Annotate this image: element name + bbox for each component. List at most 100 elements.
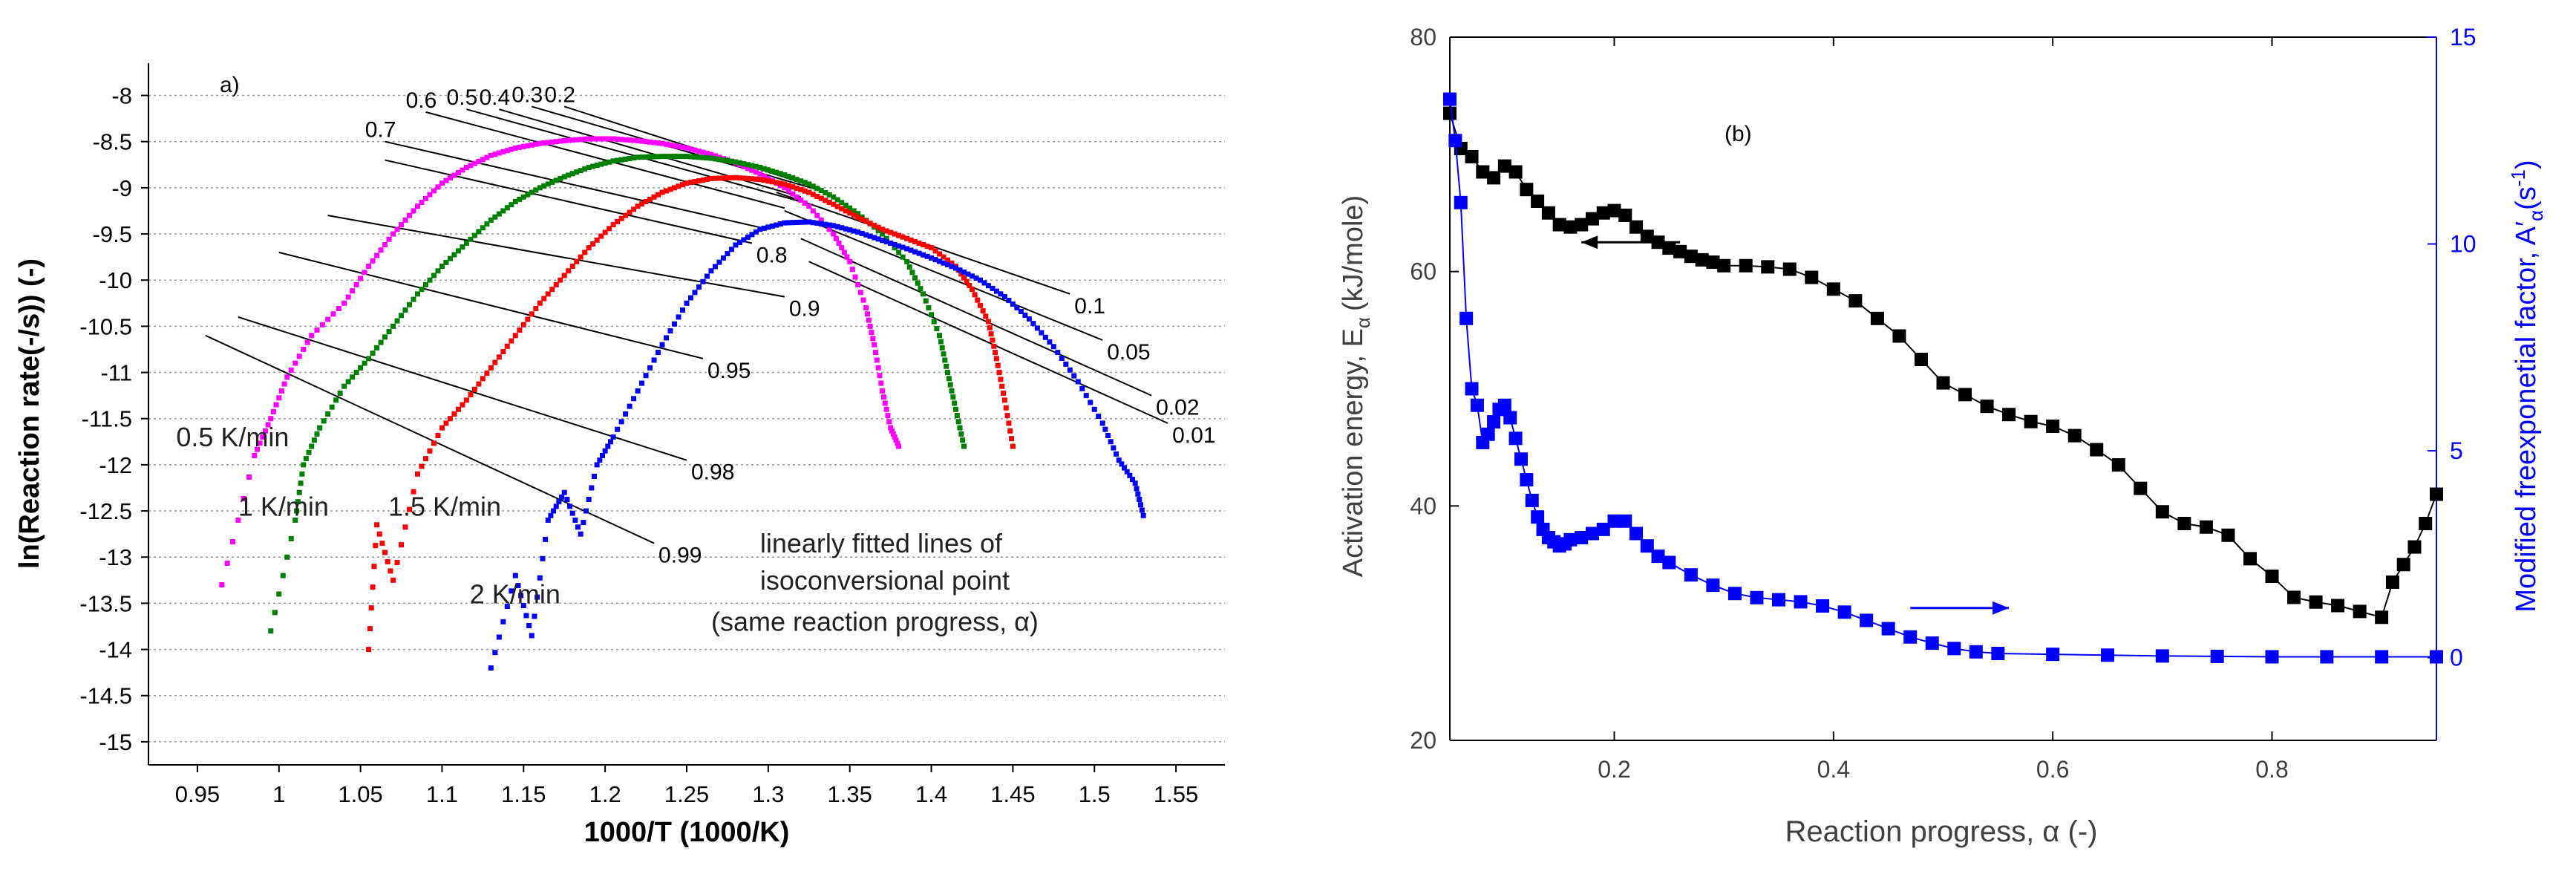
a-data-point <box>1059 355 1065 361</box>
a-data-point <box>931 319 937 325</box>
a-x-tick-label: 1.45 <box>990 781 1035 807</box>
a-data-point <box>623 212 629 218</box>
a-iso-label: 0.02 <box>1156 396 1199 420</box>
a-data-point <box>841 250 847 255</box>
b-data-point <box>2243 552 2257 566</box>
a-data-point <box>623 137 629 143</box>
a-data-point <box>904 246 910 252</box>
a-data-point <box>834 197 840 203</box>
b-data-point <box>2155 505 2169 519</box>
a-data-point <box>541 296 547 301</box>
a-data-point <box>889 428 895 434</box>
a-data-point <box>476 229 482 235</box>
a-data-point <box>382 334 388 340</box>
b-data-point <box>2177 517 2191 531</box>
a-data-point <box>260 434 266 440</box>
a-data-point <box>1079 385 1085 391</box>
a-data-point <box>439 264 445 270</box>
b-x-tick-label: 0.8 <box>2255 756 2288 783</box>
a-data-point <box>672 143 678 149</box>
b-data-point <box>1782 262 1797 276</box>
a-data-point <box>370 351 376 356</box>
a-data-point <box>276 591 282 597</box>
a-data-point <box>765 178 771 184</box>
a-data-point <box>545 181 551 187</box>
a-data-point <box>635 137 641 143</box>
a-data-point <box>860 297 866 303</box>
a-data-point <box>268 628 274 634</box>
a-data-point <box>937 333 943 339</box>
a-data-point <box>273 402 279 408</box>
a-data-point <box>578 254 583 260</box>
a-data-point <box>523 613 529 619</box>
a-data-point <box>954 413 960 419</box>
a-data-point <box>647 365 653 371</box>
b-data-point <box>1487 171 1501 185</box>
a-data-point <box>957 425 963 431</box>
a-data-point <box>651 194 657 200</box>
a-data-point <box>949 260 955 266</box>
b-data-point <box>1459 311 1474 325</box>
a-data-point <box>394 226 400 232</box>
a-data-point <box>831 231 837 237</box>
b-data-point <box>1476 165 1490 179</box>
b-data-point <box>1514 452 1528 466</box>
a-data-point <box>958 431 964 437</box>
a-data-point <box>882 400 888 406</box>
a-data-point <box>952 400 958 406</box>
a-data-point <box>415 203 420 209</box>
a-iso-line <box>808 261 1168 424</box>
a-data-point <box>541 140 547 146</box>
a-data-point <box>545 517 551 523</box>
a-data-point <box>1010 301 1016 307</box>
a-data-point <box>810 183 816 189</box>
a-data-point <box>517 196 523 202</box>
a-data-point <box>826 192 832 198</box>
a-data-point <box>725 175 730 181</box>
a-data-point <box>814 212 820 218</box>
a-data-point <box>1083 393 1089 399</box>
a-data-point <box>993 356 999 362</box>
a-data-point <box>839 200 845 206</box>
a-data-point <box>875 365 881 371</box>
a-data-point <box>855 229 861 235</box>
a-data-point <box>857 290 863 296</box>
a-data-point <box>594 163 600 169</box>
a-data-point <box>569 171 575 177</box>
a-data-point <box>468 236 474 242</box>
a-data-point <box>298 480 304 486</box>
a-data-point <box>504 604 510 610</box>
a-annotation: linearly fitted lines of <box>760 528 1003 558</box>
a-iso-line <box>205 334 655 544</box>
b-x-tick-label: 0.2 <box>1598 756 1630 783</box>
a-data-point <box>468 163 474 169</box>
a-data-point <box>1132 480 1138 486</box>
a-data-point <box>818 188 824 194</box>
a-data-point <box>488 152 494 158</box>
a-data-point <box>774 180 779 186</box>
a-data-point <box>790 220 796 226</box>
a-data-point <box>623 156 629 162</box>
b-data-point <box>2111 458 2125 472</box>
a-data-point <box>566 172 572 178</box>
a-data-point <box>610 434 616 440</box>
a-data-point <box>785 183 791 189</box>
a-data-point <box>500 619 506 625</box>
a-data-point <box>431 440 437 446</box>
a-data-point <box>488 365 494 371</box>
a-data-point <box>831 223 837 229</box>
a-data-point <box>618 419 624 425</box>
a-data-point <box>874 357 880 363</box>
a-data-point <box>980 308 986 314</box>
a-data-point <box>896 443 902 449</box>
a-data-point <box>561 273 567 278</box>
b-right-ticks: 0 5 10 15 <box>2428 24 2477 671</box>
a-data-point <box>798 178 804 184</box>
a-data-point <box>749 232 755 238</box>
b-data-point <box>1640 539 1654 553</box>
a-data-point <box>676 183 681 189</box>
a-x-tick-label: 1.55 <box>1154 781 1198 807</box>
a-data-point <box>509 146 514 152</box>
a-data-point <box>790 175 796 181</box>
